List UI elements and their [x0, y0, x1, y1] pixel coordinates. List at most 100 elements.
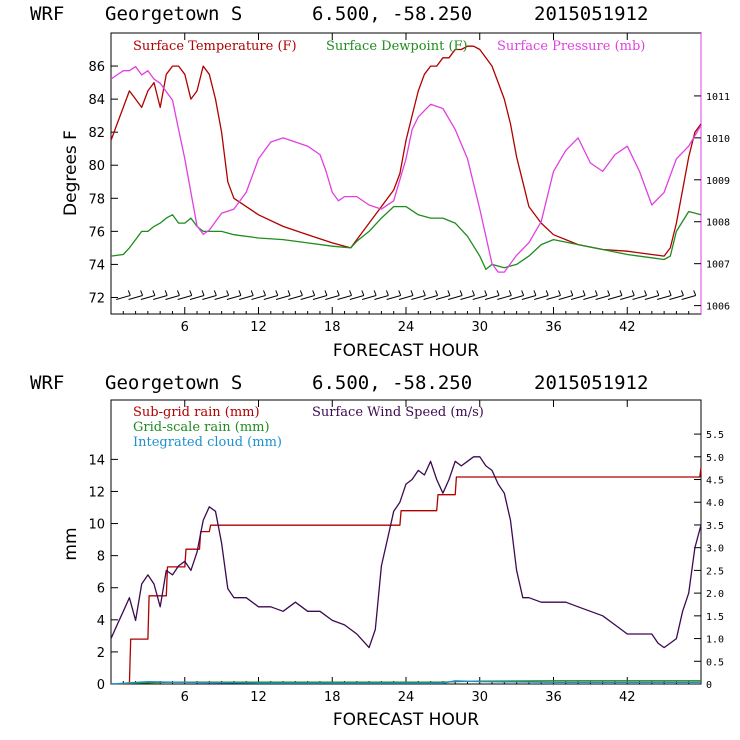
wind-barb-flag: [349, 290, 353, 296]
wind-barb-shaft: [435, 294, 451, 300]
bottom-header-init-time: 2015051912: [534, 372, 648, 394]
wind-barb-flag: [422, 290, 426, 296]
y2-tick-label: 1011: [706, 92, 730, 103]
wind-barb-flag: [570, 290, 574, 296]
legend-surface-dewpoint: Surface Dewpoint (F): [326, 39, 468, 54]
y2-tick-label: 1010: [706, 134, 730, 145]
series-line-surface-temperature: [110, 45, 702, 257]
series-line-surface-wind-speed: [110, 456, 702, 649]
legend-integrated-cloud: Integrated cloud (mm): [133, 435, 282, 450]
y2-tick-label: 1.0: [706, 635, 724, 646]
x-tick-label: 12: [250, 690, 267, 705]
bottom-series-group: [110, 456, 702, 685]
wind-barbs: [116, 290, 697, 300]
y-tick-label: 76: [88, 225, 105, 240]
wind-barb-shaft: [386, 294, 401, 300]
y2-tick-label: 1007: [706, 260, 730, 271]
y2-tick-label: 1.5: [706, 612, 724, 623]
x-tick-label: 6: [181, 690, 189, 705]
y2-tick-label: 1008: [706, 218, 730, 229]
x-tick-label: 30: [471, 690, 488, 705]
x-tick-label: 24: [398, 690, 415, 705]
y-tick-label: 78: [88, 192, 105, 207]
y-tick-label: 0: [97, 678, 105, 693]
wind-barb-shaft: [681, 294, 696, 300]
top-y-ticks: 72 74 76 78 80 82 84 86: [88, 60, 118, 306]
wind-barb-flag: [680, 290, 684, 296]
wind-barb-shaft: [423, 294, 438, 300]
top-x-ticks: 6 12 18 24 30 36 42: [122, 33, 690, 335]
y2-tick-label: 1009: [706, 176, 730, 187]
x-tick-label: 24: [398, 320, 415, 335]
x-tick-label: 42: [619, 690, 636, 705]
wind-barb-flag: [410, 290, 414, 296]
wind-barb-flag: [435, 290, 439, 296]
wind-barb-shaft: [656, 294, 672, 300]
wind-barb-flag: [496, 290, 500, 296]
top-header-location: Georgetown S: [105, 3, 242, 25]
wind-barb-flag: [385, 290, 389, 296]
wind-barb-flag: [361, 290, 365, 296]
y-tick-label: 14: [88, 453, 105, 468]
wind-barb-shaft: [509, 294, 524, 300]
top-x-axis-label: FORECAST HOUR: [333, 341, 479, 361]
wind-barb-flag: [213, 290, 217, 296]
y2-tick-label: 5.0: [706, 453, 724, 464]
wind-barb-shaft: [632, 294, 647, 300]
wind-barb-flag: [336, 290, 340, 296]
wind-barb-shaft: [472, 294, 487, 300]
wind-barb-flag: [582, 290, 586, 296]
wind-barb-shaft: [349, 294, 364, 300]
wind-barb-shaft: [361, 294, 377, 300]
wind-barb-flag: [693, 290, 697, 296]
wind-barb-shaft: [558, 294, 573, 300]
wind-barb-flag: [127, 290, 131, 296]
wind-barb-flag: [238, 290, 242, 296]
series-line-surface-dewpoint: [110, 205, 702, 271]
wind-barb-flag: [373, 290, 377, 296]
wind-barb-shaft: [325, 294, 340, 300]
wind-barb-shaft: [583, 294, 598, 300]
wind-barb-flag: [275, 290, 279, 296]
wind-barb-shaft: [165, 294, 180, 300]
y-tick-label: 2: [97, 646, 105, 661]
wind-barb-shaft: [337, 294, 352, 300]
wind-barb-shaft: [140, 294, 156, 300]
wind-barb-flag: [447, 290, 451, 296]
top-header-model: WRF: [30, 3, 64, 25]
wind-barb-shaft: [460, 294, 475, 300]
legend-gridscale-rain: Grid-scale rain (mm): [133, 420, 270, 435]
wind-barb-shaft: [534, 294, 549, 300]
wind-barb-shaft: [275, 294, 291, 300]
wind-barb-shaft: [288, 294, 303, 300]
bottom-y-axis-label: mm: [61, 527, 81, 560]
y-tick-label: 84: [88, 93, 105, 108]
y-tick-label: 8: [97, 550, 105, 565]
legend-subgrid-rain: Sub-grid rain (mm): [133, 405, 260, 420]
y2-tick-label: 4.0: [706, 498, 724, 509]
wind-barb-flag: [508, 290, 512, 296]
wind-barb-flag: [471, 290, 475, 296]
bottom-x-axis-label: FORECAST HOUR: [333, 710, 479, 730]
wind-barb-shaft: [607, 294, 623, 300]
wind-barb-shaft: [251, 294, 266, 300]
bottom-header-location: Georgetown S: [105, 372, 242, 394]
wind-barb-flag: [312, 290, 316, 296]
wind-barb-flag: [226, 290, 230, 296]
wind-barb-shaft: [116, 294, 131, 300]
bottom-header-coords: 6.500, -58.250: [312, 372, 472, 394]
wind-barb-flag: [594, 290, 598, 296]
y-tick-label: 4: [97, 614, 105, 629]
wind-barb-shaft: [620, 294, 635, 300]
wind-barb-flag: [176, 290, 180, 296]
wind-barb-flag: [619, 290, 623, 296]
wind-barb-flag: [152, 290, 156, 296]
wind-barb-flag: [250, 290, 254, 296]
wind-barb-flag: [521, 290, 525, 296]
series-line-surface-pressure: [110, 65, 702, 273]
wind-barb-shaft: [374, 294, 389, 300]
x-tick-label: 30: [471, 320, 488, 335]
wind-barb-flag: [189, 290, 193, 296]
wind-barb-shaft: [239, 294, 254, 300]
